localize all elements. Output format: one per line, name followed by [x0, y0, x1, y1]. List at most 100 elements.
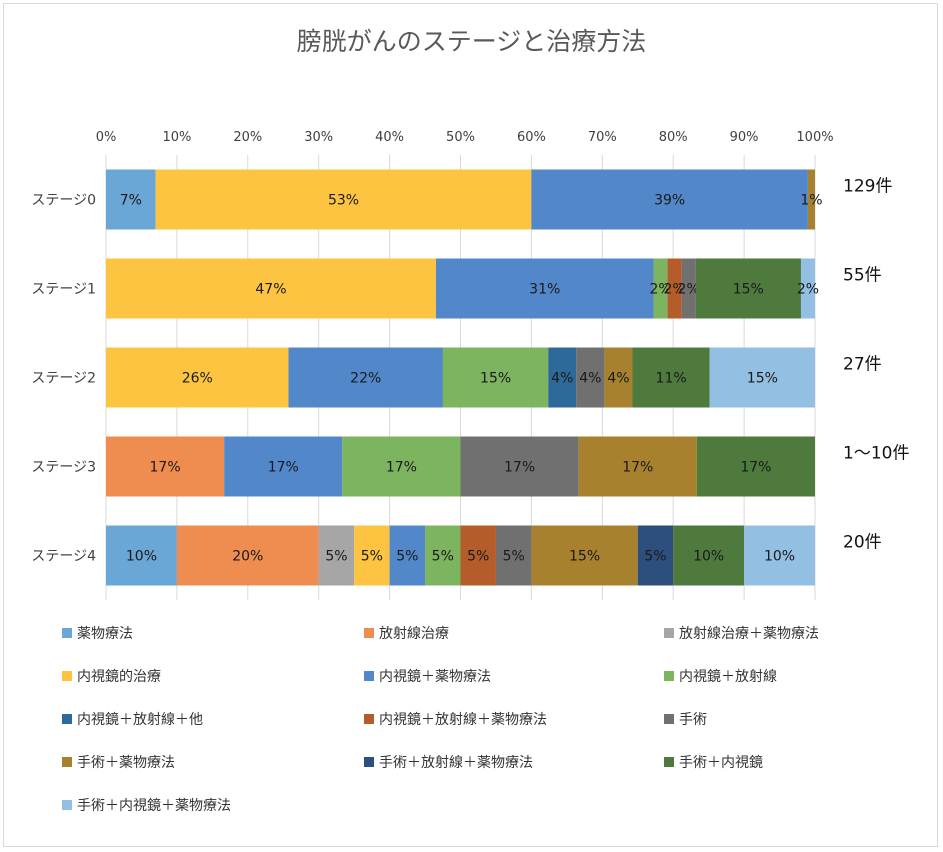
data-label: 17% [622, 460, 653, 476]
legend-swatch [664, 628, 674, 638]
legend-entry: 内視鏡＋放射線 [679, 669, 777, 685]
legend-entry: 手術＋薬物療法 [77, 754, 175, 771]
bar-segment [106, 258, 436, 319]
bar-segment [800, 258, 815, 319]
bar-segment [425, 525, 461, 586]
bar-segment [442, 347, 549, 408]
data-label: 31% [529, 282, 560, 298]
legend-swatch [62, 714, 72, 724]
x-tick-label: 80% [659, 130, 688, 145]
legend-swatch [364, 714, 374, 724]
bar-segment [318, 525, 355, 586]
data-label: 5% [503, 549, 525, 565]
data-label: 20% [232, 549, 263, 565]
bar-segment [106, 169, 156, 230]
chart-title: 膀胱がんのステージと治療方法 [296, 27, 647, 56]
legend-entry: 内視鏡的治療 [77, 668, 161, 685]
data-label: 7% [120, 193, 142, 209]
data-label: 10% [126, 549, 157, 565]
x-tick-label: 70% [588, 130, 617, 145]
legend-entry: 放射線治療＋薬物療法 [679, 625, 819, 642]
bar-segment [155, 169, 532, 230]
data-label: 10% [764, 549, 795, 565]
case-count-label: 1〜10件 [843, 444, 909, 464]
x-tick-label: 50% [446, 130, 475, 145]
case-count-label: 20件 [843, 533, 882, 553]
x-tick-label: 100% [796, 130, 833, 145]
data-label: 2% [649, 282, 671, 298]
legend-swatch [364, 628, 374, 638]
data-label: 17% [386, 460, 417, 476]
case-count-label: 55件 [843, 266, 882, 286]
bar-segment [667, 258, 682, 319]
legend-entry: 手術 [679, 712, 707, 728]
bar-segment [578, 436, 697, 497]
data-label: 5% [644, 549, 666, 565]
bar-segment [632, 347, 710, 408]
data-label: 1% [800, 193, 822, 209]
bar-segment [673, 525, 745, 586]
x-tick-label: 40% [375, 130, 404, 145]
legend-entry: 内視鏡＋放射線＋他 [77, 712, 203, 728]
bar-segment [709, 347, 815, 408]
data-label: 5% [432, 549, 454, 565]
legend-entry: 内視鏡＋薬物療法 [379, 668, 491, 685]
data-label: 17% [268, 460, 299, 476]
data-label: 15% [569, 549, 600, 565]
legend-entry: 手術＋内視鏡 [679, 755, 763, 771]
legend-swatch [364, 757, 374, 767]
data-label: 5% [396, 549, 418, 565]
category-label: ステージ3 [31, 460, 96, 476]
bar-segment [604, 347, 633, 408]
bar-segment [744, 525, 815, 586]
data-label: 17% [150, 460, 181, 476]
bar-segment [531, 169, 808, 230]
data-label: 11% [656, 371, 687, 387]
bar-segment [460, 436, 579, 497]
data-label: 5% [325, 549, 347, 565]
bar-segment [435, 258, 654, 319]
bar-segment [695, 258, 801, 319]
data-label: 2% [797, 282, 819, 298]
data-label: 15% [733, 282, 764, 298]
bar-segment [389, 525, 426, 586]
x-tick-label: 90% [730, 130, 759, 145]
legend-entry: 内視鏡＋放射線＋薬物療法 [379, 711, 547, 728]
data-label: 4% [607, 371, 629, 387]
legend-swatch [62, 757, 72, 767]
bar-segment [637, 525, 674, 586]
legend-entry: 放射線治療 [379, 625, 449, 642]
bar-segment [696, 436, 815, 497]
legend-entry: 手術＋放射線＋薬物療法 [379, 754, 533, 771]
data-label: 47% [255, 282, 286, 298]
bar-segment [106, 525, 177, 586]
data-label: 53% [328, 193, 359, 209]
bar-segment [807, 169, 815, 230]
bar-segment [531, 525, 638, 586]
category-label: ステージ1 [31, 282, 96, 298]
bar-segment [653, 258, 668, 319]
bar-segment [176, 525, 319, 586]
data-label: 39% [654, 193, 685, 209]
bar-segment [342, 436, 461, 497]
chart-frame [3, 3, 938, 847]
data-label: 4% [579, 371, 601, 387]
data-label: 17% [504, 460, 535, 476]
data-label: 2% [663, 282, 685, 298]
legend-swatch [364, 671, 374, 681]
bar-segment [681, 258, 696, 319]
case-count-label: 129件 [843, 177, 892, 197]
data-label: 5% [361, 549, 383, 565]
category-label: ステージ0 [31, 193, 96, 209]
data-label: 10% [693, 549, 724, 565]
legend-swatch [664, 757, 674, 767]
data-label: 4% [551, 371, 573, 387]
bar-segment [106, 436, 225, 497]
category-label: ステージ4 [31, 549, 96, 565]
legend-swatch [62, 671, 72, 681]
bar-segment [224, 436, 343, 497]
case-count-label: 27件 [843, 355, 882, 375]
x-tick-label: 10% [162, 130, 191, 145]
x-tick-label: 30% [304, 130, 333, 145]
